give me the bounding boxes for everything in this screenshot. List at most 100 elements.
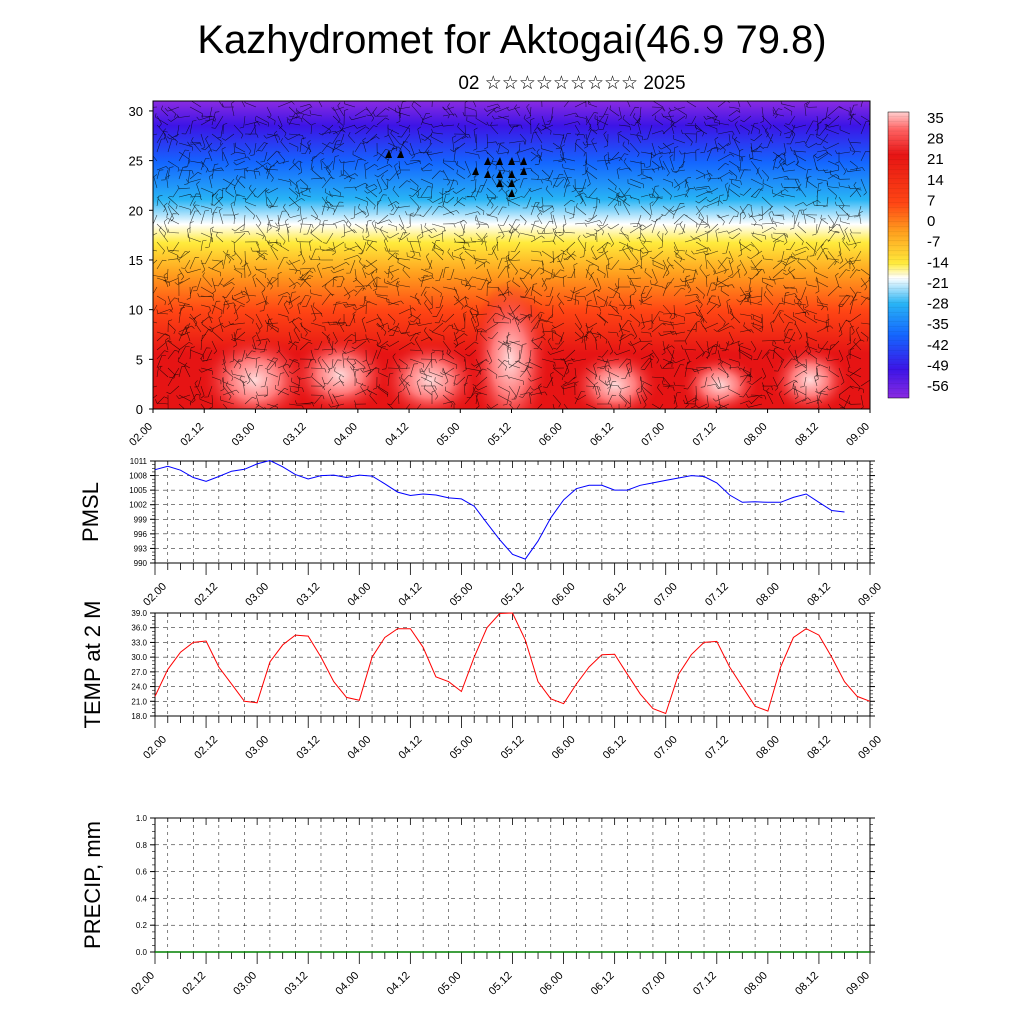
y-tick-label: 5 xyxy=(136,352,143,367)
x-tick-label: 03.00 xyxy=(243,734,271,762)
y-axis-title: TEMP at 2 M xyxy=(80,601,105,729)
x-tick-label: 08.12 xyxy=(805,581,833,609)
wind-pennant xyxy=(496,157,503,165)
x-tick-label: 08.12 xyxy=(805,734,833,762)
colorbar-label: -35 xyxy=(927,316,949,333)
x-tick-label: 08.00 xyxy=(742,421,770,449)
x-tick-label: 04.12 xyxy=(385,970,413,998)
y-tick-label: 18.0 xyxy=(131,712,147,721)
x-tick-label: 06.12 xyxy=(589,970,617,998)
x-tick-label: 02.12 xyxy=(192,581,220,609)
x-tick-label: 03.00 xyxy=(243,581,271,609)
wind-pennant xyxy=(472,167,479,175)
y-tick-label: 0.4 xyxy=(136,894,148,903)
y-tick-label: 990 xyxy=(134,559,148,568)
wind-barbs-layer xyxy=(153,101,870,409)
x-tick-label: 03.12 xyxy=(282,970,310,998)
warm-blob xyxy=(290,335,390,409)
x-tick-label: 02.12 xyxy=(180,970,208,998)
x-tick-label: 04.00 xyxy=(345,581,373,609)
page-subtitle: 02 ☆☆☆☆☆☆☆☆☆ 2025 xyxy=(458,73,686,94)
x-tick-label: 08.00 xyxy=(754,734,782,762)
temp-panel: 39.0 36.0 33.0 30.0 27.0 24.0 21.0 18.0 02.00 02.… xyxy=(80,601,884,762)
x-tick-label: 07.00 xyxy=(652,581,680,609)
colorbar: 35 28 21 14 7 0 -7 -14 -21 -28 -35 -42 -49 -56 xyxy=(887,110,949,399)
x-tick-label: 07.12 xyxy=(703,734,731,762)
y-tick-label: 36.0 xyxy=(131,624,147,633)
x-tick-label: 04.00 xyxy=(345,734,373,762)
x-tick-label: 08.12 xyxy=(793,421,821,449)
y-axis-title: PRECIP, mm xyxy=(80,821,105,949)
x-tick-label: 09.00 xyxy=(844,970,872,998)
colorbar-label: 7 xyxy=(927,192,935,209)
x-tick-label: 06.12 xyxy=(588,421,616,449)
wind-pennant xyxy=(508,170,515,178)
x-tick-label: 07.12 xyxy=(691,421,719,449)
colorbar-labels: 35 28 21 14 7 0 -7 -14 -21 -28 -35 -42 -49 -56 xyxy=(927,110,949,395)
y-tick-label: 30.0 xyxy=(131,653,147,662)
colorbar-label: 28 xyxy=(927,131,944,148)
wind-pennant xyxy=(496,179,503,187)
colorbar-label: 21 xyxy=(927,151,944,168)
x-tick-label: 02.00 xyxy=(141,581,169,609)
colorbar-label: -42 xyxy=(927,337,949,354)
x-tick-label: 02.00 xyxy=(127,421,155,449)
y-tick-label: 1011 xyxy=(130,457,148,466)
x-tick-label: 04.12 xyxy=(397,734,425,762)
x-tick-label: 06.00 xyxy=(550,581,578,609)
wind-pennant xyxy=(496,170,503,178)
y-tick-label: 996 xyxy=(134,530,148,539)
y-tick-label: 0 xyxy=(136,402,143,417)
x-tick-label: 08.00 xyxy=(754,581,782,609)
plot-frame xyxy=(154,817,871,953)
colorbar-label: 0 xyxy=(927,213,935,230)
colorbar-label: -21 xyxy=(927,275,949,292)
x-tick-label: 05.00 xyxy=(434,421,462,449)
y-tick-label: 27.0 xyxy=(131,668,147,677)
series-line xyxy=(154,459,845,560)
wind-pennant xyxy=(508,157,515,165)
y-tick-label: 0.6 xyxy=(136,868,148,877)
y-tick-label: 21.0 xyxy=(131,697,147,706)
colorbar-label: -14 xyxy=(927,254,949,271)
x-tick-label: 06.00 xyxy=(537,421,565,449)
y-tick-label: 0.0 xyxy=(136,948,148,957)
colorbar-label: 35 xyxy=(927,110,944,127)
y-tick-label: 15 xyxy=(129,253,143,268)
warm-blob xyxy=(680,355,760,409)
y-tick-label: 39.0 xyxy=(131,609,147,618)
x-tick-label: 06.12 xyxy=(601,734,629,762)
x-tick-label: 05.12 xyxy=(499,581,527,609)
x-tick-label: 03.00 xyxy=(230,421,258,449)
x-tick-label: 05.00 xyxy=(436,970,464,998)
x-tick-label: 03.12 xyxy=(281,421,309,449)
x-tick-label: 07.00 xyxy=(652,734,680,762)
y-tick-label: 0.8 xyxy=(136,841,148,850)
warm-core-highlights xyxy=(200,280,850,409)
wind-pennant xyxy=(520,157,527,165)
y-tick-label: 10 xyxy=(129,303,143,318)
colorbar-label: 14 xyxy=(927,172,944,189)
wind-pennant xyxy=(385,150,392,158)
x-tick-label: 02.00 xyxy=(141,734,169,762)
wind-pennant xyxy=(508,179,515,187)
precip-panel: 1.0 0.8 0.6 0.4 0.2 0.0 02.00 02.12 03.00 03.12 04… xyxy=(80,814,875,998)
colorbar-label: -28 xyxy=(927,296,949,313)
x-tick-label: 07.00 xyxy=(639,421,667,449)
y-tick-label: 20 xyxy=(129,203,143,218)
x-tick-label: 03.12 xyxy=(294,581,322,609)
y-tick-label: 0.2 xyxy=(136,921,148,930)
colorbar-label: -56 xyxy=(927,378,949,395)
plot-frame xyxy=(154,612,871,717)
y-tick-label: 1.0 xyxy=(136,814,148,823)
wind-pennant xyxy=(508,189,515,197)
x-tick-label: 09.00 xyxy=(856,581,884,609)
page-title: Kazhydromet for Aktogai(46.9 79.8) xyxy=(197,18,827,62)
x-tick-label: 09.00 xyxy=(844,421,872,449)
x-tick-label: 06.12 xyxy=(601,581,629,609)
pmsl-panel: 1011 1008 1005 1002 999 996 993 990 02.00 02.12 03… xyxy=(78,457,884,609)
colorbar-ramp xyxy=(887,111,910,399)
x-tick-label: 04.12 xyxy=(397,581,425,609)
y-tick-label: 33.0 xyxy=(131,638,147,647)
